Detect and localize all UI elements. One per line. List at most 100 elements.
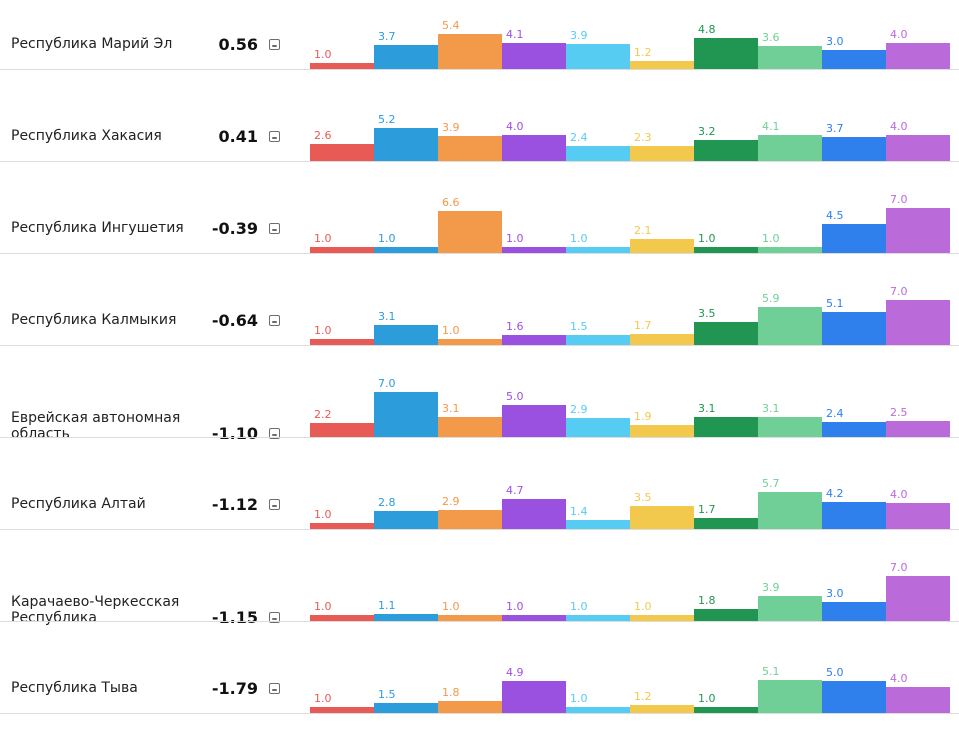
- bar: [566, 520, 630, 529]
- bar: [822, 224, 886, 253]
- bar-value-label: 1.0: [442, 324, 460, 337]
- bar: [694, 707, 758, 713]
- row-divider: [0, 529, 959, 530]
- bar: [758, 307, 822, 345]
- bar-value-label: 3.9: [570, 29, 588, 42]
- bar: [758, 46, 822, 69]
- bar: [310, 144, 374, 161]
- bar-value-label: 1.5: [378, 688, 396, 701]
- bar: [630, 61, 694, 69]
- bar: [886, 687, 950, 713]
- bar: [566, 146, 630, 161]
- bar: [758, 492, 822, 529]
- bar: [822, 422, 886, 437]
- region-score: -0.39: [211, 219, 258, 238]
- export-icon[interactable]: [269, 131, 280, 142]
- bar-value-label: 2.8: [378, 496, 396, 509]
- bar: [822, 50, 886, 69]
- export-icon[interactable]: [269, 612, 280, 623]
- bar-value-label: 1.5: [570, 320, 588, 333]
- bar: [374, 325, 438, 345]
- bar-value-label: 1.0: [570, 600, 588, 613]
- chart-row: Республика Алтай -1.12 1.0 2.8 2.9 4.7 1.4 3.5 1…: [0, 460, 959, 552]
- bar-value-label: 3.7: [378, 30, 396, 43]
- row-divider: [0, 713, 959, 714]
- bar-value-label: 4.7: [506, 484, 524, 497]
- bar-value-label: 2.1: [634, 224, 652, 237]
- export-icon[interactable]: [269, 315, 280, 326]
- bar-value-label: 1.0: [314, 324, 332, 337]
- bar: [374, 392, 438, 437]
- bar: [438, 615, 502, 621]
- bar: [886, 43, 950, 69]
- bar: [694, 518, 758, 529]
- bar-value-label: 3.1: [698, 402, 716, 415]
- bar-value-label: 1.0: [314, 692, 332, 705]
- bar: [566, 335, 630, 345]
- bar-value-label: 4.1: [762, 120, 780, 133]
- bar-value-label: 1.7: [634, 319, 652, 332]
- bar-value-label: 2.2: [314, 408, 332, 421]
- bar: [886, 300, 950, 345]
- bar-value-label: 4.8: [698, 23, 716, 36]
- bar-value-label: 1.0: [378, 232, 396, 245]
- bar-value-label: 5.1: [826, 297, 844, 310]
- export-icon[interactable]: [269, 499, 280, 510]
- bar-value-label: 1.0: [698, 692, 716, 705]
- bar: [502, 615, 566, 621]
- bar: [630, 239, 694, 253]
- bar: [502, 499, 566, 529]
- row-divider: [0, 345, 959, 346]
- bar-value-label: 1.1: [378, 599, 396, 612]
- bar: [822, 137, 886, 161]
- bar-value-label: 2.5: [890, 406, 908, 419]
- chart-row: Республика Тыва -1.79 1.0 1.5 1.8 4.9 1.0 1.2 1.…: [0, 644, 959, 736]
- bar: [886, 135, 950, 161]
- bar: [886, 576, 950, 621]
- bar: [694, 140, 758, 161]
- export-icon[interactable]: [269, 223, 280, 234]
- bar-value-label: 4.0: [506, 120, 524, 133]
- bar-value-label: 7.0: [890, 193, 908, 206]
- bar-value-label: 3.1: [378, 310, 396, 323]
- region-name: Республика Марий Эл: [11, 36, 173, 52]
- row-divider: [0, 437, 959, 438]
- bar: [822, 312, 886, 345]
- bar-value-label: 4.0: [890, 488, 908, 501]
- bar-value-label: 1.7: [698, 503, 716, 516]
- bar: [374, 247, 438, 253]
- bar: [310, 247, 374, 253]
- bar: [886, 208, 950, 253]
- bar: [374, 511, 438, 529]
- bar: [438, 339, 502, 345]
- row-divider: [0, 161, 959, 162]
- bar-value-label: 2.6: [314, 129, 332, 142]
- row-divider: [0, 621, 959, 622]
- bar: [438, 136, 502, 161]
- bar-value-label: 5.0: [826, 666, 844, 679]
- bar-value-label: 4.0: [890, 28, 908, 41]
- bar-value-label: 1.0: [506, 232, 524, 245]
- export-icon[interactable]: [269, 683, 280, 694]
- bar-value-label: 3.2: [698, 125, 716, 138]
- export-icon[interactable]: [269, 428, 280, 439]
- bar: [758, 135, 822, 161]
- region-name: Еврейская автономная область: [11, 410, 181, 442]
- region-score: -1.12: [211, 495, 258, 514]
- region-name: Республика Тыва: [11, 680, 138, 696]
- region-score: 0.56: [218, 35, 258, 54]
- bar-value-label: 3.9: [762, 581, 780, 594]
- bar: [822, 502, 886, 529]
- bar-value-label: 7.0: [890, 561, 908, 574]
- bar: [694, 38, 758, 69]
- bar-value-label: 1.0: [570, 232, 588, 245]
- region-score: -0.64: [211, 311, 258, 330]
- bar-value-label: 3.0: [826, 587, 844, 600]
- row-divider: [0, 253, 959, 254]
- bar: [310, 523, 374, 529]
- bar-value-label: 5.1: [762, 665, 780, 678]
- export-icon[interactable]: [269, 39, 280, 50]
- bar-value-label: 1.0: [570, 692, 588, 705]
- bar: [566, 707, 630, 713]
- bar: [310, 63, 374, 69]
